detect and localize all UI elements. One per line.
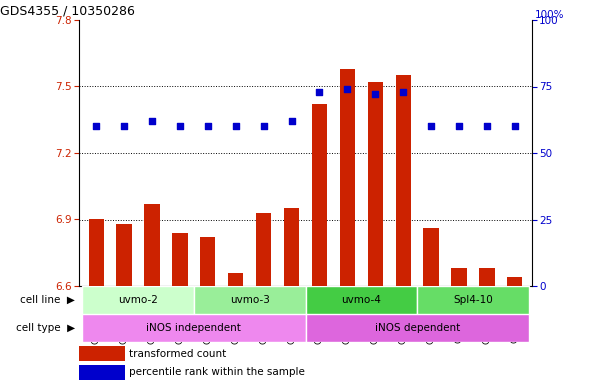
Bar — [117, 224, 132, 286]
Bar — [395, 75, 411, 286]
Text: 100%: 100% — [535, 10, 564, 20]
Point — [370, 91, 380, 98]
Bar — [479, 268, 494, 286]
Bar — [82, 314, 306, 342]
Bar — [82, 286, 194, 314]
Point — [454, 123, 464, 129]
Text: cell line  ▶: cell line ▶ — [20, 295, 75, 305]
Bar — [79, 346, 125, 361]
Point — [147, 118, 157, 124]
Bar — [172, 233, 188, 286]
Bar — [423, 228, 439, 286]
Point — [258, 123, 268, 129]
Bar — [312, 104, 327, 286]
Point — [315, 89, 324, 95]
Point — [231, 123, 241, 129]
Bar — [340, 69, 355, 286]
Bar — [306, 286, 417, 314]
Point — [343, 86, 353, 92]
Point — [175, 123, 185, 129]
Text: iNOS dependent: iNOS dependent — [375, 323, 459, 333]
Text: iNOS independent: iNOS independent — [147, 323, 241, 333]
Point — [482, 123, 492, 129]
Bar — [417, 286, 529, 314]
Bar — [79, 365, 125, 380]
Bar — [200, 237, 216, 286]
Point — [91, 123, 101, 129]
Point — [426, 123, 436, 129]
Text: uvmo-4: uvmo-4 — [342, 295, 381, 305]
Text: cell type  ▶: cell type ▶ — [16, 323, 75, 333]
Bar — [507, 277, 522, 286]
Text: uvmo-2: uvmo-2 — [118, 295, 158, 305]
Text: uvmo-3: uvmo-3 — [230, 295, 269, 305]
Text: transformed count: transformed count — [130, 349, 227, 359]
Bar — [452, 268, 467, 286]
Point — [119, 123, 129, 129]
Text: percentile rank within the sample: percentile rank within the sample — [130, 367, 306, 377]
Bar — [368, 82, 383, 286]
Bar — [194, 286, 306, 314]
Text: GDS4355 / 10350286: GDS4355 / 10350286 — [0, 5, 135, 17]
Point — [510, 123, 520, 129]
Bar — [228, 273, 243, 286]
Bar — [284, 209, 299, 286]
Bar — [306, 314, 529, 342]
Text: Spl4-10: Spl4-10 — [453, 295, 493, 305]
Bar — [144, 204, 159, 286]
Point — [203, 123, 213, 129]
Bar — [89, 220, 104, 286]
Point — [287, 118, 296, 124]
Bar — [256, 213, 271, 286]
Point — [398, 89, 408, 95]
